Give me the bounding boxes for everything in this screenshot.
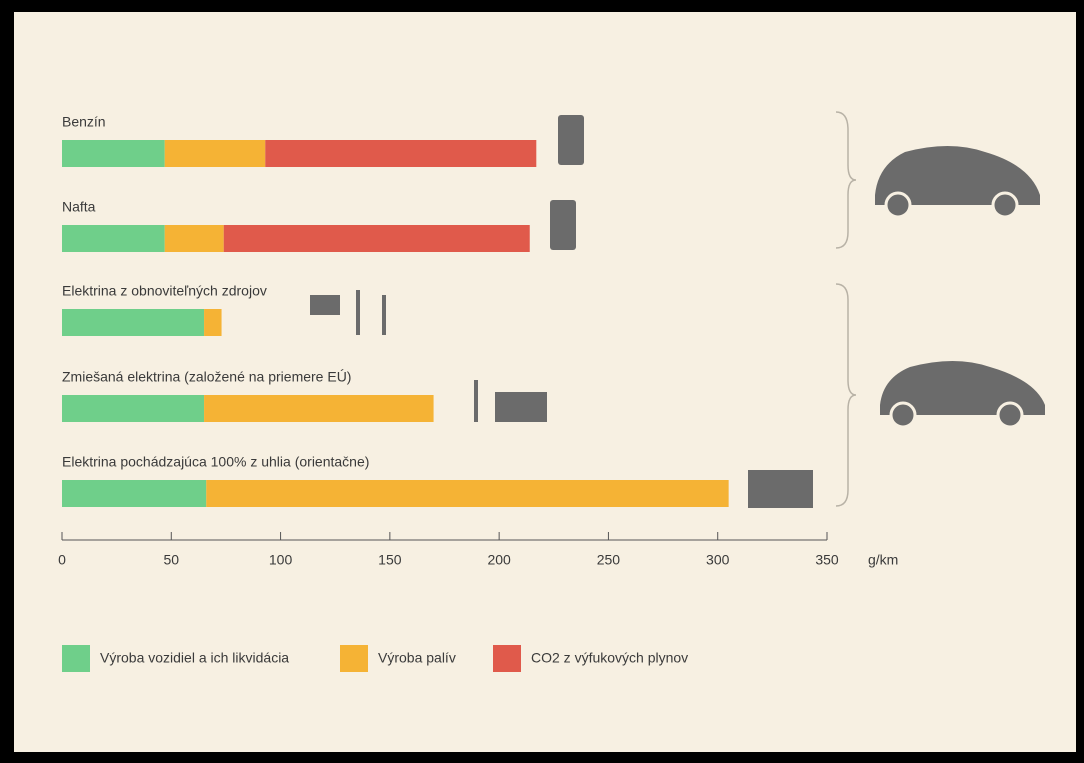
bar-segment — [62, 309, 205, 336]
bar-segment — [204, 395, 434, 422]
x-tick-label: 0 — [58, 552, 66, 568]
legend-swatch — [62, 645, 90, 672]
bar-segment — [265, 140, 537, 167]
x-tick-label: 300 — [706, 552, 730, 568]
legend-swatch — [493, 645, 521, 672]
category-label: Nafta — [62, 199, 96, 215]
x-tick-label: 150 — [378, 552, 402, 568]
category-label: Elektrina pochádzajúca 100% z uhlia (ori… — [62, 454, 369, 470]
braces — [835, 111, 857, 507]
bar-segment — [206, 480, 729, 507]
bar-segment — [62, 480, 207, 507]
bar-segment — [204, 309, 222, 336]
x-tick-label: 350 — [815, 552, 839, 568]
x-unit: g/km — [868, 552, 898, 568]
bar-segment — [164, 140, 266, 167]
bar-segment — [62, 225, 165, 252]
legend-label: Výroba palív — [378, 650, 456, 666]
bar-segment — [164, 225, 224, 252]
legend-label: CO2 z výfukových plynov — [531, 650, 688, 666]
bar-segment — [62, 395, 205, 422]
bar-segment — [223, 225, 530, 252]
x-tick-label: 250 — [597, 552, 621, 568]
legend-label: Výroba vozidiel a ich likvidácia — [100, 650, 289, 666]
x-tick-label: 100 — [269, 552, 293, 568]
x-tick-label: 50 — [163, 552, 179, 568]
bar-segment — [62, 140, 165, 167]
category-label: Elektrina z obnoviteľných zdrojov — [62, 283, 267, 299]
legend-swatch — [340, 645, 368, 672]
category-label: Zmiešaná elektrina (založené na priemere… — [62, 369, 351, 385]
car-icons — [310, 115, 1045, 508]
category-label: Benzín — [62, 114, 106, 130]
x-tick-label: 200 — [487, 552, 511, 568]
